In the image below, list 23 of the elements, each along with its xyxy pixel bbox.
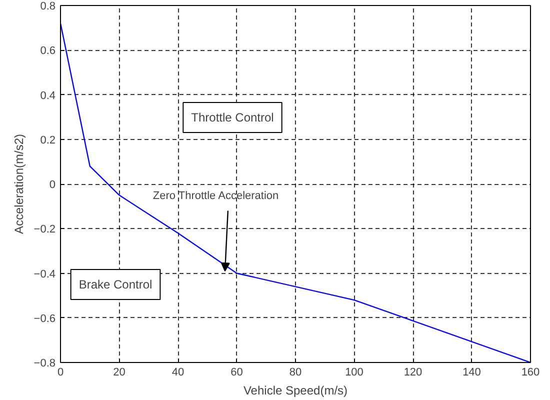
y-tick-label: −0.8 — [34, 358, 56, 370]
y-tick-label: 0.8 — [40, 0, 56, 12]
annotation: Throttle Control — [191, 110, 274, 124]
y-tick-label: −0.2 — [34, 224, 56, 236]
annotation: Brake Control — [78, 278, 152, 292]
x-tick-label: 160 — [521, 366, 540, 378]
annotation: Zero Throttle Acceleration — [152, 190, 279, 202]
x-tick-label: 20 — [113, 366, 126, 378]
y-tick-label: 0.2 — [40, 134, 56, 146]
y-tick-label: −0.4 — [34, 268, 56, 280]
x-tick-label: 40 — [172, 366, 184, 378]
x-tick-label: 100 — [345, 366, 364, 378]
y-axis-title: Acceleration(m/s2) — [12, 134, 26, 234]
x-tick-label: 80 — [289, 366, 302, 378]
y-tick-label: −0.6 — [34, 312, 56, 325]
y-tick-label: 0 — [49, 179, 56, 191]
x-axis-title: Vehicle Speed(m/s) — [243, 384, 348, 398]
x-tick-label: 140 — [462, 366, 481, 378]
y-tick-label: 0.4 — [40, 90, 56, 102]
x-tick-label: 60 — [230, 366, 243, 378]
y-tick-label: 0.6 — [40, 45, 56, 58]
x-tick-label: 0 — [57, 366, 64, 378]
x-tick-label: 120 — [404, 366, 422, 378]
